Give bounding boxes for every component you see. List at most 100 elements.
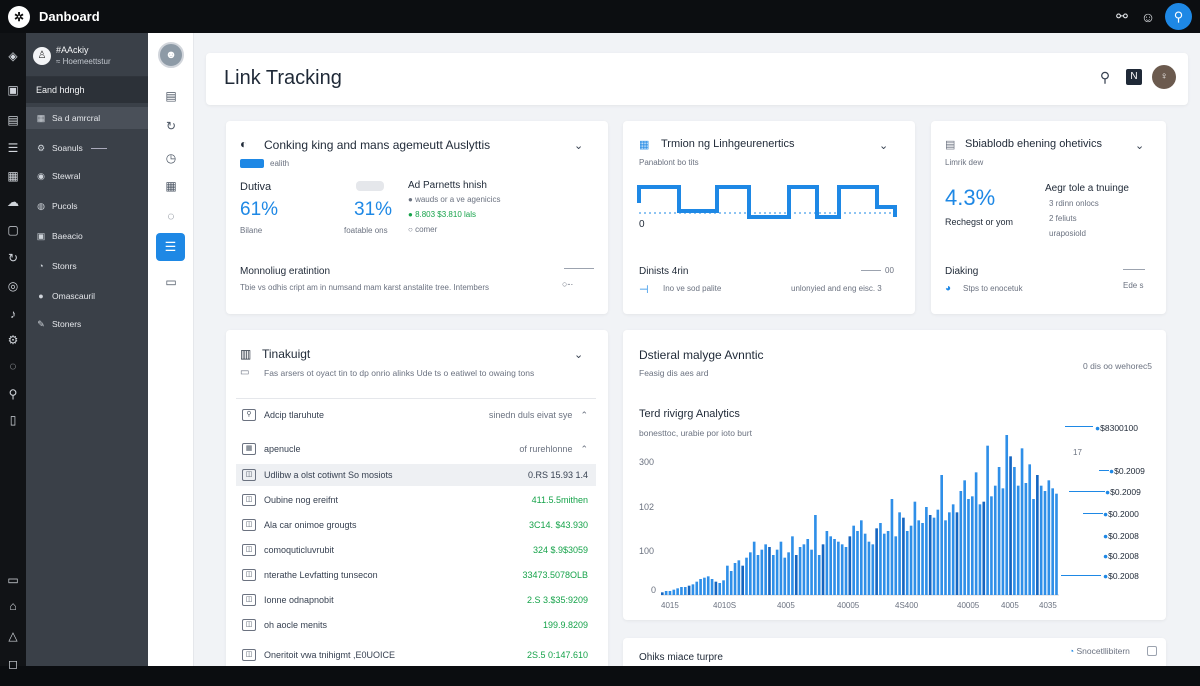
folder-icon[interactable]: ▤ (7, 113, 19, 127)
x-tick-label: 4010S (713, 601, 737, 610)
sidebar-item-5[interactable]: ▣ Baeacio (36, 230, 83, 242)
refresh-icon[interactable]: ↻ (7, 251, 19, 265)
avatar[interactable]: ☻ (158, 42, 184, 68)
sidebar-item-4[interactable]: ◍ Pucols (37, 200, 78, 212)
footer-title: Dinists 4rin (639, 266, 689, 277)
column-header-name[interactable]: apenucle (264, 444, 301, 454)
table-row[interactable]: ◫ Oneritoit vwa tnihigmt ,E0UOICE 2S.5 0:1… (236, 644, 596, 666)
square-icon[interactable]: ◻ (8, 657, 18, 671)
sidebar-item-7[interactable]: ● Omascauril (26, 285, 148, 307)
sidebar-item-1[interactable]: ▦ Sa d amrcral (26, 107, 148, 129)
tag-badge (240, 159, 264, 168)
sidebar-item-3[interactable]: ◉ Stewral (37, 170, 81, 182)
checkbox-icon[interactable] (1147, 646, 1157, 656)
bar (676, 588, 679, 595)
sidebar-user[interactable]: ♙ #AAckiy ≈ Hoemeettstur (26, 39, 148, 77)
search-icon[interactable]: ⚲ (1099, 68, 1111, 85)
gear-icon[interactable]: ⚙ (7, 333, 19, 347)
chevron-down-icon[interactable]: ⌄ (574, 140, 584, 152)
refresh-icon[interactable]: ↻ (165, 119, 177, 133)
window-icon[interactable]: ▭ (7, 573, 19, 587)
search-icon[interactable]: ⚲ (8, 387, 18, 401)
search-right: sinedn duls eivat sye (488, 410, 573, 420)
sidebar-item-8[interactable]: ✎ Stoners (37, 318, 82, 330)
calendar-icon[interactable]: ▦ (165, 179, 177, 193)
bar (787, 552, 790, 595)
bar (806, 539, 810, 595)
table-row[interactable]: ◫ Ionne odnapnobit 2.S 3.$35:9209 (236, 589, 596, 611)
chevron-down-icon[interactable]: ⌄ (879, 140, 889, 152)
avatar[interactable]: ♀ (1152, 65, 1176, 89)
table-row[interactable]: ◫ nterathe Levfatting tunsecon 33473.5078O… (236, 564, 596, 586)
chevron-down-icon[interactable]: ⌄ (574, 349, 584, 361)
sidebar-item-6[interactable]: ◔ Stonrs (26, 255, 148, 277)
bar (882, 533, 886, 595)
home-icon[interactable]: ⌂ (9, 599, 17, 613)
card-right[interactable]: ◔ Snocetllibitern (1069, 646, 1130, 656)
objectives-card: ▤ Sbiablodb ehening ohetivics ⌄ Limrik d… (931, 121, 1166, 314)
bar (837, 541, 840, 595)
sort-icon[interactable]: ⌃ (580, 443, 588, 454)
table-row[interactable]: ◫ Ala car onimoe grougts 3C14. $43.930 (236, 514, 596, 536)
sidebar-item-2[interactable]: ⚙ Soanuls (26, 137, 148, 159)
column-header-value[interactable]: of rurehlonne (519, 444, 573, 454)
y-tick-label: 102 (639, 502, 655, 512)
image-icon[interactable]: ▣ (7, 83, 19, 97)
table-row[interactable]: ◫ comoquticluvrubit 324 $.9$3059 (236, 539, 596, 561)
bar (928, 515, 932, 595)
slider-icon[interactable]: ○-· (562, 279, 574, 289)
notion-icon[interactable]: N (1126, 69, 1142, 85)
sidebar-header[interactable]: Eand hdngh (26, 77, 148, 103)
bar (683, 587, 687, 595)
file-icon[interactable]: ▯ (9, 413, 17, 427)
user-icon[interactable]: ☺ (1140, 8, 1156, 25)
bar (986, 445, 989, 595)
x-tick-label: 40005 (957, 601, 980, 610)
chat-icon[interactable]: ◌ (167, 209, 175, 223)
bar (1032, 499, 1035, 595)
legend-line (1083, 513, 1103, 514)
clock-icon[interactable]: ◷ (165, 151, 177, 165)
bar (687, 585, 691, 595)
linkage-card: ▦ Trmion ng Linhgeurenertics ⌄ Panablont… (623, 121, 915, 314)
table-row[interactable]: ◫ Oubine nog ereifnt 411.5.5mithen (236, 489, 596, 511)
x-axis-labels: 4015 4010S 4005 40005 4S400 40005 4005 4… (661, 601, 1061, 613)
box-icon[interactable]: ▢ (7, 223, 19, 237)
search-button[interactable]: ⚲ (1165, 3, 1192, 30)
app-logo-icon[interactable]: ✲ (8, 5, 30, 28)
chevron-up-icon[interactable]: ⌃ (580, 409, 588, 420)
bar (905, 531, 909, 595)
music-icon[interactable]: ♪ (10, 307, 16, 321)
drop-icon[interactable]: ◌ (9, 359, 17, 373)
doc-icon[interactable]: ▦ (7, 169, 19, 183)
table-row[interactable]: ◫ oh aocle menits 199.9.8209 (236, 614, 596, 636)
target-icon[interactable]: ◎ (7, 279, 19, 293)
list-icon[interactable]: ☰ (156, 233, 185, 261)
arrow-icon: ⊣ (639, 284, 649, 296)
chart-title: Terd rivigrg Analytics (639, 408, 740, 420)
bar (909, 525, 913, 595)
search-row[interactable]: ⚲ Adcip tlaruhute sinedn duls eivat sye … (236, 404, 596, 426)
card-title: Trmion ng Linhgeurenertics (661, 138, 795, 150)
bar (783, 557, 787, 595)
triangle-icon[interactable]: △ (8, 629, 18, 643)
table-row[interactable]: ◫ Udlibw a olst cotiwnt So mosiots 0.RS 15… (236, 464, 596, 486)
x-tick-label: 4015 (661, 601, 679, 610)
list-item: ○ comer (408, 225, 438, 234)
list-icon[interactable]: ☰ (7, 141, 19, 155)
shapes-icon[interactable]: ◈ (8, 49, 18, 63)
bar (722, 580, 725, 595)
bar (771, 555, 775, 595)
bar (699, 579, 702, 595)
x-tick-label: 4035 (1039, 601, 1057, 610)
folder-icon[interactable]: ▤ (165, 89, 177, 103)
link-icon[interactable]: ⚯ (1116, 8, 1128, 24)
footer-right[interactable]: Ede s (1123, 281, 1144, 290)
cloud-icon[interactable]: ☁ (7, 195, 19, 209)
search-input[interactable]: Adcip tlaruhute (264, 410, 325, 420)
card-icon[interactable]: ▭ (165, 275, 177, 289)
stat1-sub: Bilane (240, 226, 263, 235)
globe-icon: ◍ (37, 200, 45, 211)
chevron-down-icon[interactable]: ⌄ (1135, 140, 1145, 152)
metric-value: 4.3% (945, 185, 996, 210)
